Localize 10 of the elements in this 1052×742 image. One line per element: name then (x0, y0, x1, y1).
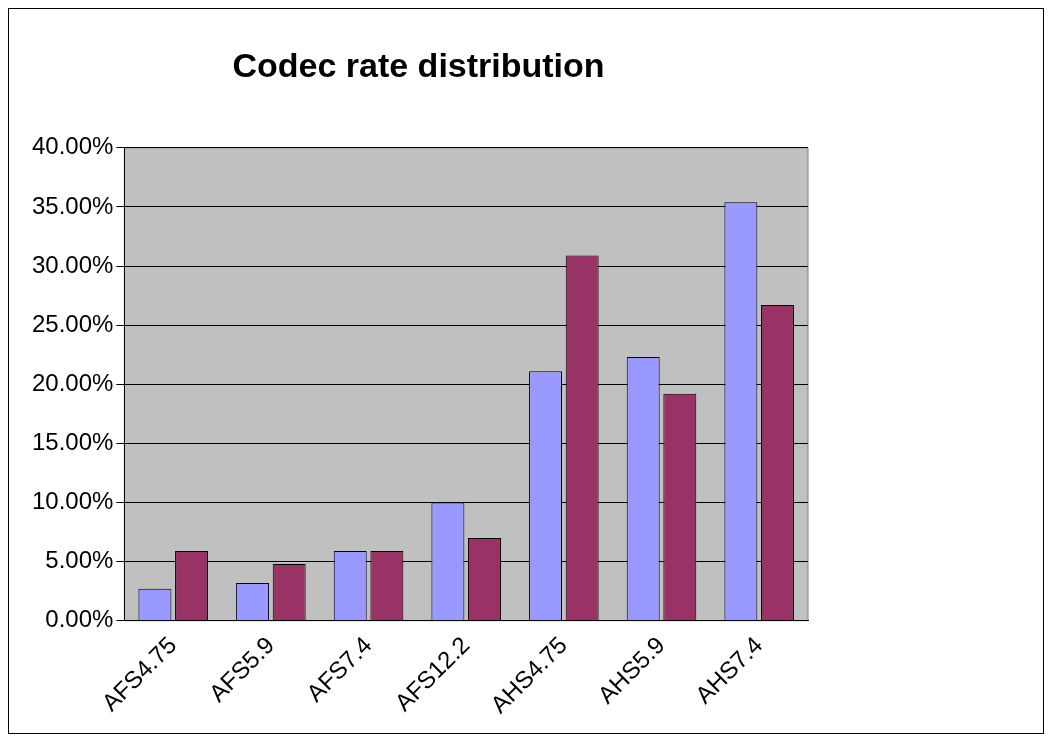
y-tick-label: 35.00% (31, 191, 114, 219)
chart-title: Codec rate distribution (232, 45, 605, 84)
y-tick-label: 30.00% (31, 250, 114, 278)
y-tick-label: 10.00% (31, 487, 114, 515)
y-tick-label: 40.00% (31, 132, 114, 160)
y-tick-label: 0.00% (45, 605, 114, 633)
y-tick-label: 20.00% (31, 368, 114, 396)
y-tick-label: 5.00% (45, 546, 114, 574)
y-tick-label: 25.00% (31, 309, 114, 337)
y-tick-label: 15.00% (31, 427, 114, 455)
